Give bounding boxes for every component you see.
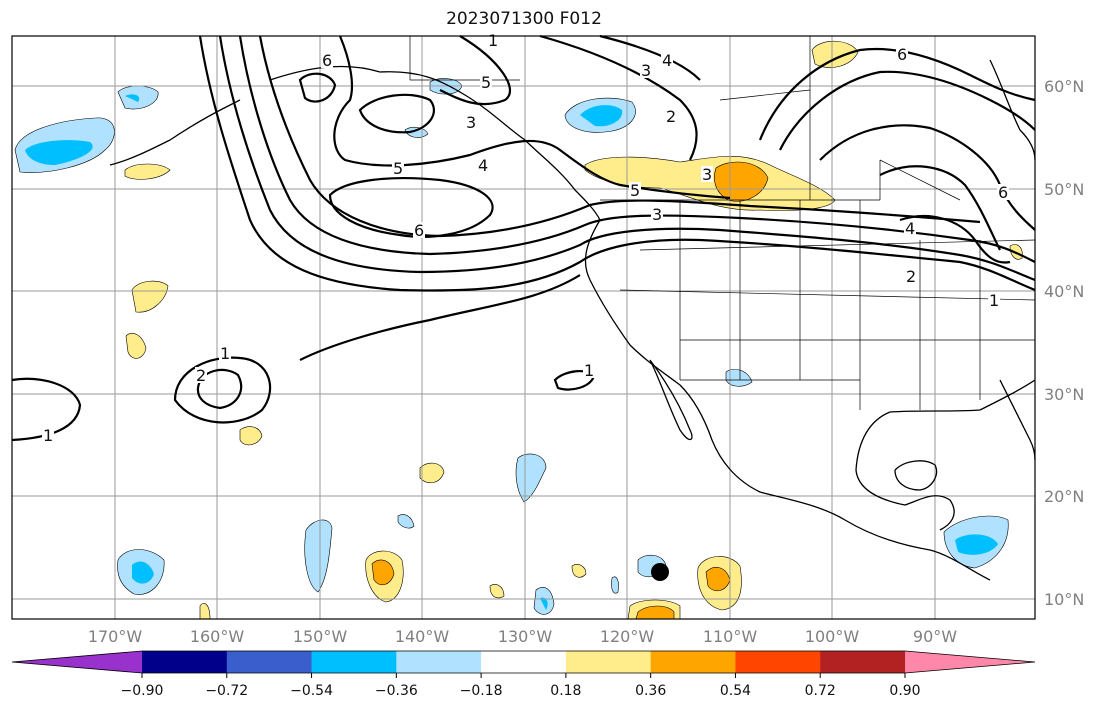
lat-label: 60°N (1044, 77, 1084, 96)
contour-label: 4 (905, 219, 915, 238)
lat-label: 40°N (1044, 282, 1084, 301)
colorbar-tick-label: −0.18 (460, 683, 503, 699)
colorbar-tick-label: 0.72 (805, 683, 836, 699)
lon-label: 140°W (395, 627, 450, 646)
contour-label: 6 (998, 183, 1008, 202)
contour-label: 3 (641, 61, 651, 80)
contour-label: 3 (466, 113, 476, 132)
lon-label: 150°W (293, 627, 348, 646)
colorbar-extend-high (905, 651, 1035, 673)
contour-label: 5 (481, 73, 491, 92)
lat-label: 30°N (1044, 385, 1084, 404)
lon-label: 90°W (913, 627, 957, 646)
colorbar-swatch (396, 651, 482, 673)
contour-label: 1 (989, 291, 999, 310)
contour-label: 1 (43, 426, 53, 445)
colorbar-tick-label: −0.36 (375, 683, 418, 699)
contour-label: 6 (897, 45, 907, 64)
colorbar-tick-label: −0.90 (121, 683, 164, 699)
colorbar: −0.90 −0.72 −0.54 −0.36 −0.18 0.18 0.36 0.54 0.7… (11, 650, 1036, 699)
contour-label: 1 (488, 31, 498, 50)
lon-label: 110°W (703, 627, 758, 646)
coastlines (109, 59, 1036, 581)
lon-label: 120°W (600, 627, 655, 646)
location-marker (651, 563, 669, 581)
colorbar-swatch (820, 651, 906, 673)
lat-label: 50°N (1044, 180, 1084, 199)
latitude-labels: 60°N 50°N 40°N 30°N 20°N 10°N (1044, 77, 1084, 609)
contour-label: 6 (414, 221, 424, 240)
contour-label: 6 (322, 51, 332, 70)
colorbar-tick-label: 0.36 (635, 683, 666, 699)
lat-label: 20°N (1044, 487, 1084, 506)
gridlines (12, 36, 1035, 619)
map-panel: 1 1 1 1 1 2 2 2 3 3 3 3 4 4 (11, 31, 1036, 620)
contour-label: 5 (393, 159, 403, 178)
colorbar-swatch (142, 651, 228, 673)
colorbar-tick-label: 0.90 (889, 683, 920, 699)
contour-label: 4 (478, 156, 488, 175)
contour-label: 2 (906, 267, 916, 286)
contour-label: 1 (220, 344, 230, 363)
colorbar-tick-label: 0.54 (720, 683, 751, 699)
lat-label: 10°N (1044, 590, 1084, 609)
lon-label: 160°W (190, 627, 245, 646)
lon-label: 100°W (805, 627, 860, 646)
colorbar-tick-label: −0.72 (205, 683, 248, 699)
lon-label: 130°W (498, 627, 553, 646)
contour-label: 3 (702, 165, 712, 184)
contour-labels: 1 1 1 1 1 2 2 2 3 3 3 3 4 4 (42, 31, 1009, 445)
contour-label: 2 (666, 107, 676, 126)
colorbar-tick-label: 0.18 (550, 683, 581, 699)
colorbar-extend-low (12, 651, 142, 673)
colorbar-swatch (650, 651, 736, 673)
contour-label: 2 (196, 366, 206, 385)
contour-label: 5 (630, 181, 640, 200)
contour-label: 4 (662, 51, 672, 70)
contours (11, 34, 1036, 442)
borders (409, 36, 1036, 410)
colorbar-swatch (226, 651, 313, 673)
colorbar-swatch (481, 651, 567, 673)
map-title: 2023071300 F012 (446, 9, 602, 29)
longitude-labels: 170°W 160°W 150°W 140°W 130°W 120°W 110°… (88, 627, 957, 646)
colorbar-tick-label: −0.54 (290, 683, 333, 699)
colorbar-swatch (735, 651, 821, 673)
colorbar-swatch (311, 651, 397, 673)
lon-label: 170°W (88, 627, 143, 646)
map-frame (11, 35, 1036, 620)
contour-label: 1 (584, 361, 594, 380)
contour-label: 3 (652, 205, 662, 224)
anomaly-shading (14, 40, 1023, 620)
colorbar-swatch (565, 651, 652, 673)
